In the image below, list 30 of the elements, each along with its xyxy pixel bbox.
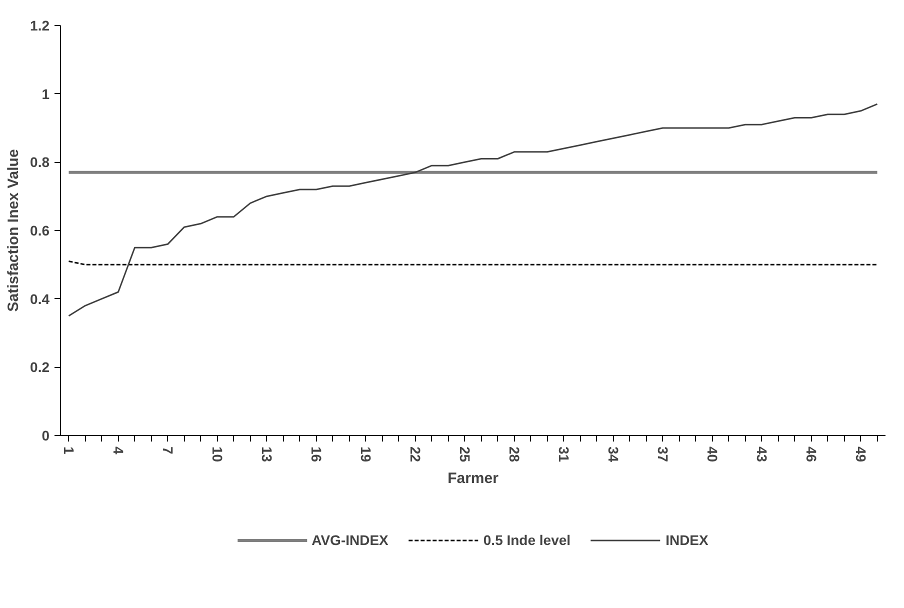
x-tick-label: 43 <box>754 446 770 462</box>
legend-label: 0.5 Inde level <box>483 532 571 548</box>
x-tick-label: 40 <box>704 446 720 462</box>
x-tick-label: 1 <box>60 446 77 454</box>
line-series <box>68 103 878 317</box>
x-tick-label: 25 <box>456 446 473 462</box>
y-tick-label: 0.8 <box>30 154 50 170</box>
x-tick-label: 31 <box>556 446 572 462</box>
x-axis-title: Farmer <box>448 470 499 488</box>
x-tick-label: 49 <box>852 446 869 462</box>
y-axis-title: Satisfaction Inex Value <box>5 149 22 312</box>
y-tick-label: 0.2 <box>30 359 50 376</box>
y-tick-label: 1.2 <box>30 18 50 34</box>
legend-label: AVG-INDEX <box>312 532 388 548</box>
x-tick-label: 34 <box>605 446 622 462</box>
y-tick-label: 0.6 <box>30 222 50 238</box>
x-tick-label: 13 <box>258 446 275 462</box>
x-tick-label: 4 <box>110 446 126 454</box>
x-tick-label: 46 <box>803 446 820 462</box>
x-tick-label: 7 <box>160 446 176 454</box>
x-tick-label: 10 <box>209 446 226 462</box>
x-tick-label: 37 <box>654 446 671 462</box>
x-tick-label: 16 <box>308 446 324 462</box>
y-tick-label: 0.4 <box>30 290 50 307</box>
x-tick-label: 22 <box>407 446 424 462</box>
x-tick-label: 28 <box>506 446 522 462</box>
y-tick-label: 1 <box>42 86 50 102</box>
y-tick-label: 0 <box>42 428 50 444</box>
legend-label: INDEX <box>666 532 708 548</box>
x-tick-label: 19 <box>358 446 374 462</box>
